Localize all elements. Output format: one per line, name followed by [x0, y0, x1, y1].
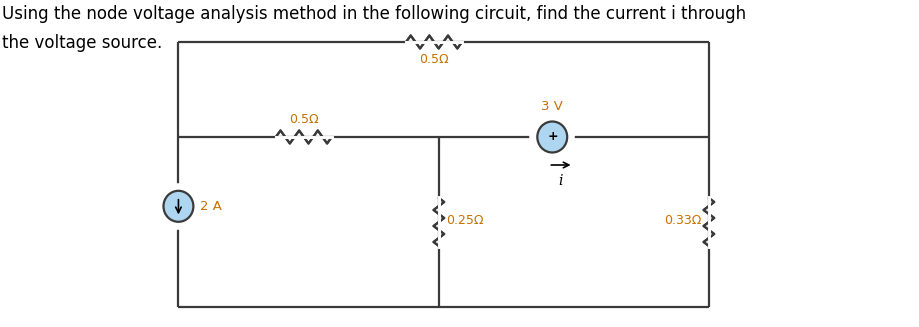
Text: +: +: [548, 129, 558, 143]
Text: 0.5Ω: 0.5Ω: [419, 53, 448, 66]
Text: 2 A: 2 A: [200, 200, 221, 213]
Text: the voltage source.: the voltage source.: [2, 34, 162, 52]
Text: 0.33Ω: 0.33Ω: [664, 214, 700, 227]
Text: i: i: [558, 174, 562, 188]
Text: 0.25Ω: 0.25Ω: [446, 214, 483, 227]
Text: Using the node voltage analysis method in the following circuit, find the curren: Using the node voltage analysis method i…: [2, 5, 745, 23]
Circle shape: [164, 191, 193, 222]
Circle shape: [537, 122, 567, 152]
Text: 3 V: 3 V: [540, 99, 562, 112]
Text: 0.5Ω: 0.5Ω: [289, 113, 318, 126]
